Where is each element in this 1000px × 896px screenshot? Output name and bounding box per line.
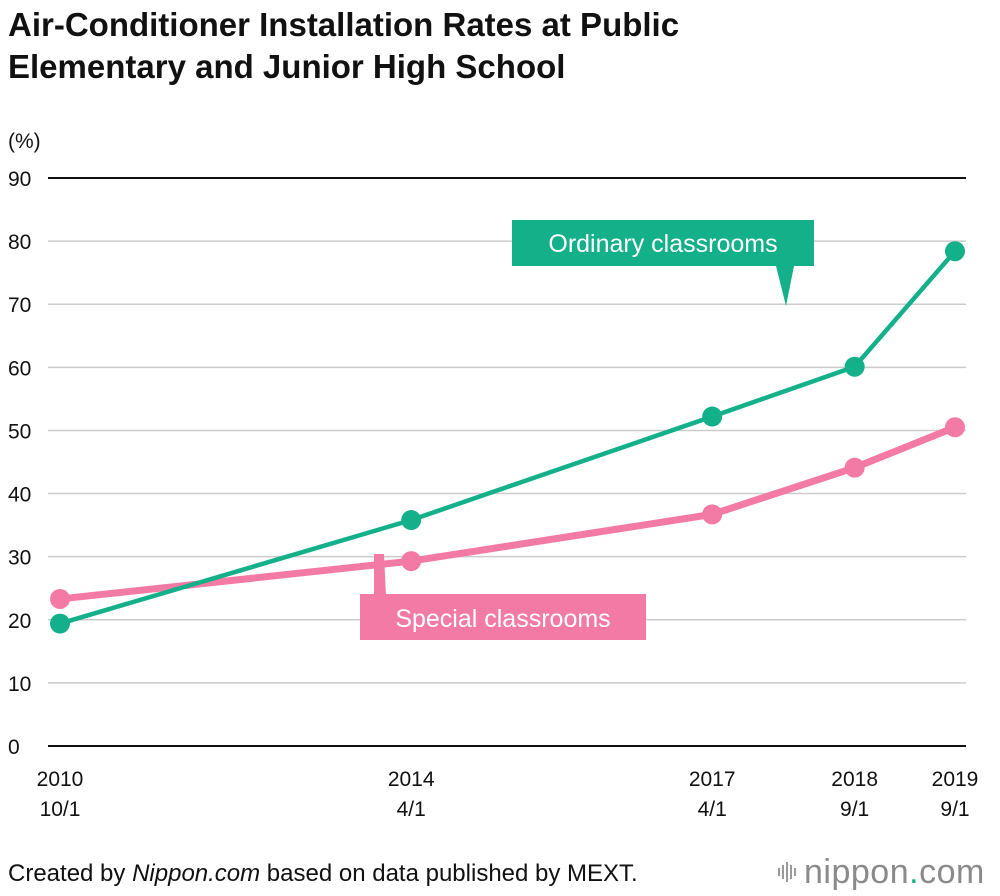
data-point-ordinary	[702, 406, 723, 427]
source-credit: Created by Nippon.com based on data publ…	[8, 860, 638, 888]
y-tick-label: 90	[8, 168, 31, 191]
data-point-ordinary	[844, 356, 865, 377]
data-point-special	[844, 457, 865, 478]
x-tick-label-year: 2019	[932, 768, 979, 791]
y-tick-label: 40	[8, 484, 31, 507]
title-line-2: Elementary and Junior High School	[8, 48, 566, 85]
series-line-ordinary	[57, 248, 958, 626]
x-tick-label-date: 4/1	[698, 798, 727, 821]
credit-brand: Nippon.com	[132, 860, 261, 887]
x-tick-label-year: 2017	[689, 768, 736, 791]
y-tick-label: 80	[8, 231, 31, 254]
credit-prefix: Created by	[8, 860, 133, 887]
legend-label-ordinary: Ordinary classrooms	[548, 230, 777, 258]
data-point-ordinary	[50, 613, 70, 634]
x-tick-label-year: 2010	[37, 768, 84, 791]
legend-label-special: Special classrooms	[395, 605, 610, 633]
x-tick-label-year: 2018	[831, 768, 878, 791]
legend-box-ordinary	[512, 220, 814, 266]
y-tick-label: 50	[8, 420, 31, 443]
legend-box-special	[360, 594, 646, 640]
data-point-special	[702, 504, 723, 525]
x-tick-label-date: 9/1	[840, 798, 869, 821]
legend-pointer-ordinary	[776, 266, 794, 306]
nippon-logo: nippon.com	[778, 852, 985, 892]
credit-suffix: based on data published by MEXT.	[260, 860, 638, 887]
logo-text: nippon.com	[804, 852, 985, 891]
x-tick-label-date: 9/1	[940, 798, 969, 821]
y-tick-label: 70	[8, 294, 31, 317]
x-tick-label-year: 2014	[388, 768, 435, 791]
x-tick-label-date: 4/1	[397, 798, 426, 821]
data-point-ordinary	[945, 241, 965, 262]
legend-pointer-special	[374, 554, 386, 596]
y-tick-label: 60	[8, 357, 31, 380]
y-tick-label: 30	[8, 547, 31, 570]
signal-bars-icon	[778, 861, 796, 883]
data-point-special	[401, 551, 422, 572]
y-axis-unit-label: (%)	[8, 130, 41, 153]
data-point-special	[50, 588, 70, 609]
data-point-special	[945, 417, 965, 438]
chart-title: Air-Conditioner Installation Rates at Pu…	[8, 4, 988, 88]
data-point-ordinary	[401, 510, 422, 531]
x-tick-label-date: 10/1	[40, 798, 81, 821]
title-line-1: Air-Conditioner Installation Rates at Pu…	[8, 6, 680, 43]
y-tick-label: 0	[8, 736, 20, 759]
y-tick-label: 20	[8, 610, 31, 633]
y-tick-label: 10	[8, 673, 31, 696]
series-line-special	[56, 423, 959, 603]
